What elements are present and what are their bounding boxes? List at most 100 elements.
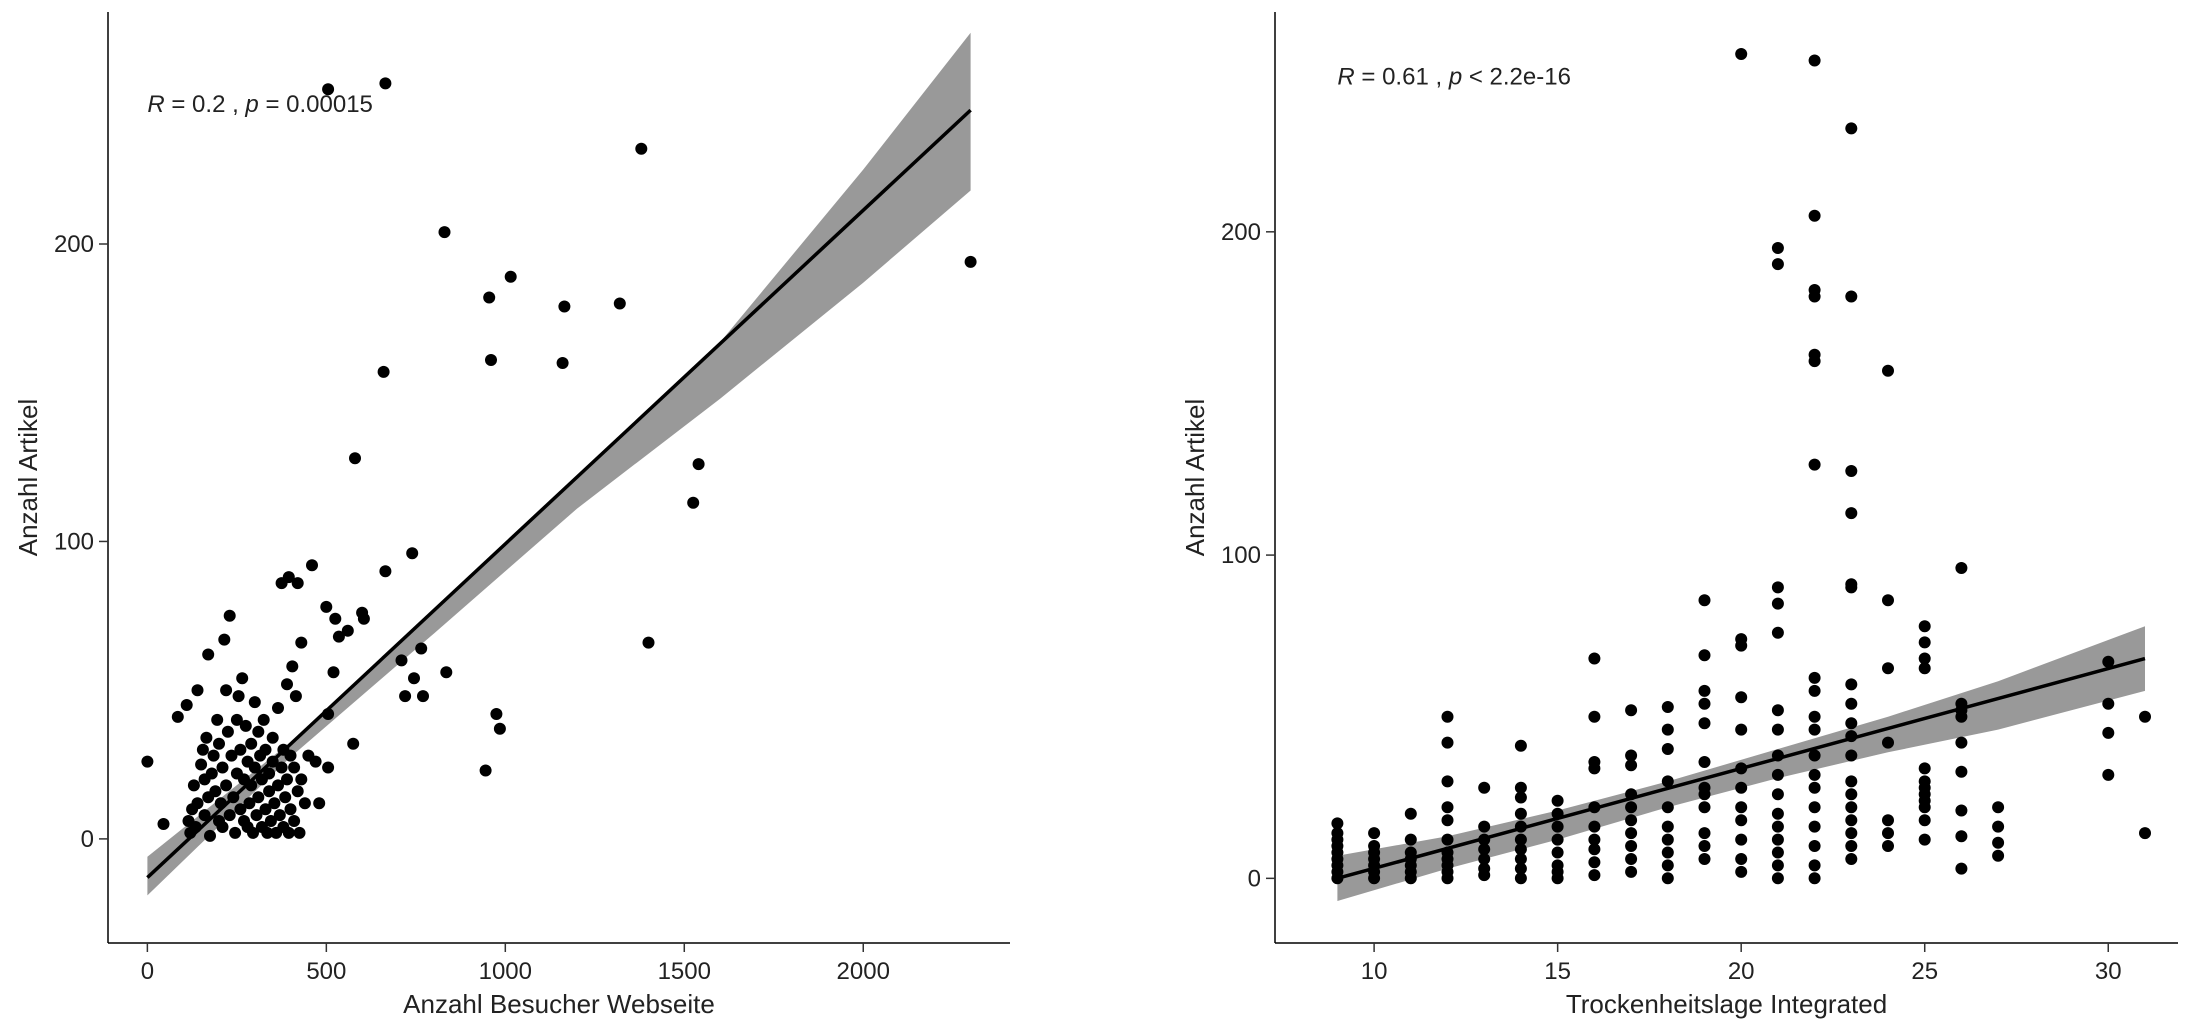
data-point bbox=[202, 648, 215, 661]
x-tick-label: 1500 bbox=[658, 958, 711, 985]
data-point bbox=[1845, 840, 1858, 852]
data-point bbox=[1441, 775, 1454, 788]
data-points bbox=[1331, 48, 2151, 885]
data-point bbox=[263, 767, 276, 780]
data-point bbox=[1771, 872, 1784, 885]
x-tick-label: 20 bbox=[1728, 958, 1755, 985]
data-point bbox=[1625, 749, 1638, 762]
data-point bbox=[266, 731, 279, 744]
data-point bbox=[490, 708, 503, 720]
data-point bbox=[1735, 723, 1748, 736]
data-point bbox=[1404, 833, 1417, 846]
data-point bbox=[1808, 820, 1821, 833]
data-point bbox=[479, 764, 492, 777]
data-point bbox=[1845, 122, 1858, 135]
data-point bbox=[1735, 801, 1748, 814]
regression-line bbox=[146, 108, 972, 879]
data-point bbox=[1845, 578, 1858, 591]
x-axis-label: Anzahl Besucher Webseite bbox=[403, 989, 715, 1019]
data-point bbox=[1992, 820, 2005, 833]
data-point bbox=[141, 755, 154, 768]
data-point bbox=[247, 826, 259, 839]
data-point bbox=[329, 612, 342, 625]
data-point bbox=[1808, 54, 1821, 67]
data-point bbox=[286, 660, 299, 673]
data-point bbox=[1514, 807, 1527, 820]
data-point bbox=[1845, 853, 1858, 865]
data-point bbox=[282, 571, 295, 584]
fit-line bbox=[1336, 656, 2146, 881]
data-point bbox=[1478, 862, 1491, 875]
axes bbox=[99, 12, 1010, 952]
data-point bbox=[1771, 258, 1784, 271]
data-point bbox=[687, 496, 700, 509]
data-point bbox=[1735, 833, 1748, 846]
data-point bbox=[1368, 827, 1381, 840]
data-point bbox=[1661, 833, 1674, 846]
data-point bbox=[1808, 723, 1821, 736]
data-point bbox=[272, 702, 284, 714]
data-point bbox=[1441, 710, 1454, 723]
data-point bbox=[1588, 833, 1601, 846]
data-point bbox=[1698, 697, 1711, 710]
data-point bbox=[1955, 736, 1968, 749]
data-point bbox=[1845, 827, 1858, 840]
data-point bbox=[1882, 827, 1894, 840]
data-point bbox=[642, 636, 655, 649]
data-point bbox=[1625, 801, 1638, 814]
data-point bbox=[349, 452, 361, 465]
y-tick-label: 200 bbox=[1221, 219, 1261, 246]
data-point bbox=[225, 749, 238, 762]
data-point bbox=[1588, 820, 1601, 833]
data-point bbox=[483, 291, 496, 304]
data-point bbox=[293, 826, 306, 839]
data-point bbox=[1918, 662, 1931, 675]
data-point bbox=[440, 666, 453, 679]
data-point bbox=[1955, 765, 1968, 778]
data-point bbox=[327, 666, 340, 679]
data-point bbox=[1808, 284, 1821, 296]
data-point bbox=[272, 779, 284, 792]
data-point bbox=[2139, 710, 2151, 723]
data-point bbox=[1845, 465, 1858, 477]
data-point bbox=[1882, 364, 1894, 377]
data-point bbox=[245, 737, 258, 750]
data-point bbox=[259, 743, 272, 756]
data-point bbox=[1771, 597, 1784, 610]
data-point bbox=[1661, 775, 1674, 788]
data-point bbox=[1551, 846, 1564, 859]
data-point bbox=[1625, 853, 1638, 865]
data-point bbox=[157, 818, 170, 830]
data-points bbox=[141, 77, 977, 842]
data-point bbox=[1735, 633, 1748, 646]
data-point bbox=[195, 758, 208, 771]
data-point bbox=[1514, 872, 1527, 885]
data-point bbox=[1698, 827, 1711, 840]
data-point bbox=[216, 821, 229, 833]
y-tick-label: 200 bbox=[54, 231, 94, 258]
data-point bbox=[252, 725, 265, 738]
data-point bbox=[1441, 814, 1454, 827]
data-point bbox=[1698, 649, 1711, 662]
x-tick-label: 25 bbox=[1911, 958, 1938, 985]
data-point bbox=[1992, 801, 2005, 814]
data-point bbox=[1514, 781, 1527, 794]
data-point bbox=[1845, 814, 1858, 827]
data-point bbox=[291, 785, 304, 798]
data-point bbox=[493, 722, 506, 735]
y-tick-label: 100 bbox=[1221, 542, 1261, 569]
data-point bbox=[306, 559, 318, 572]
data-point bbox=[1698, 684, 1711, 697]
y-tick-label: 0 bbox=[1248, 865, 1261, 892]
data-point bbox=[2139, 827, 2151, 840]
data-point bbox=[964, 255, 977, 268]
data-point bbox=[1661, 701, 1674, 713]
y-tick-label: 100 bbox=[54, 528, 94, 555]
data-point bbox=[1625, 759, 1638, 772]
data-point bbox=[1735, 781, 1748, 794]
data-point bbox=[1882, 840, 1894, 852]
data-point bbox=[1808, 710, 1821, 723]
data-point bbox=[1698, 717, 1711, 730]
data-point bbox=[1845, 775, 1858, 788]
data-point bbox=[1404, 807, 1417, 820]
